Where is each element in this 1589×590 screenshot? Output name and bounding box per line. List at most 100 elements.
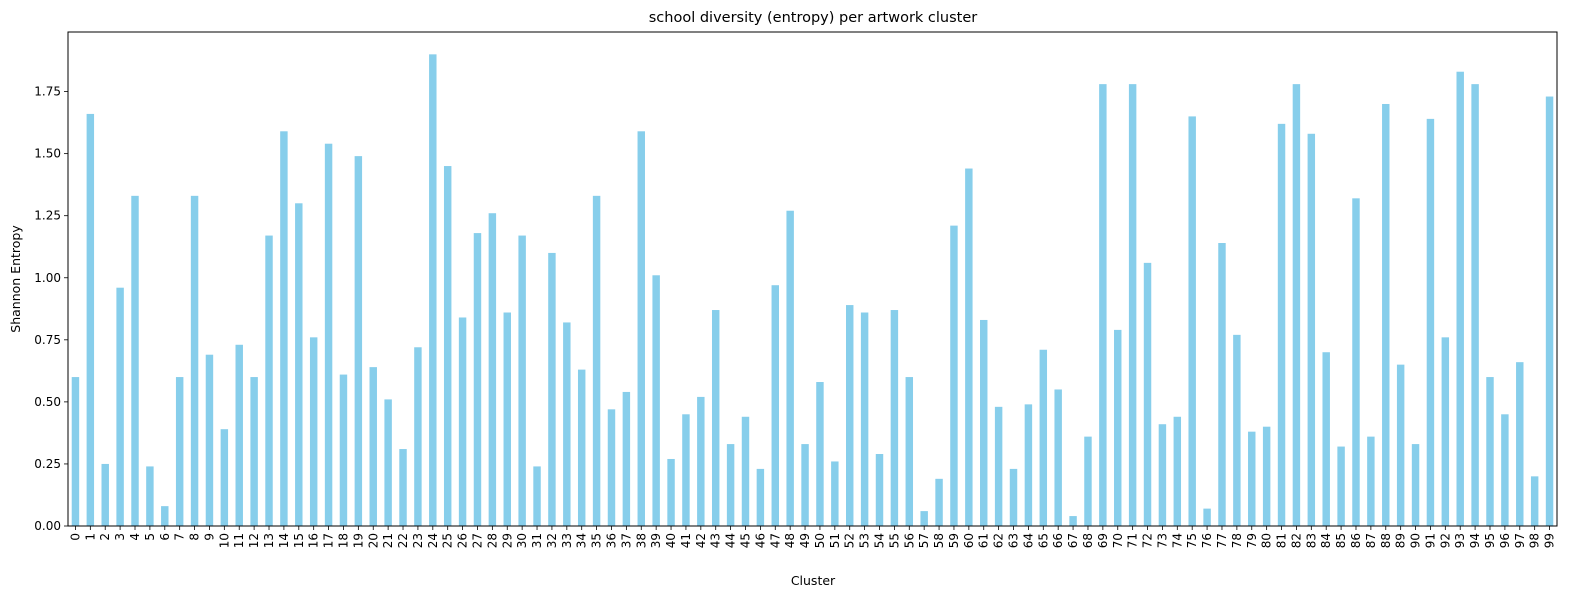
x-tick-label: 99 xyxy=(1543,533,1557,548)
y-tick-label: 1.25 xyxy=(34,209,61,223)
x-tick-label: 26 xyxy=(456,533,470,548)
x-tick-label: 83 xyxy=(1304,533,1318,548)
x-tick-label: 29 xyxy=(500,533,514,548)
bar-cluster-46 xyxy=(756,468,765,526)
bar-cluster-87 xyxy=(1367,436,1375,526)
x-tick-label: 20 xyxy=(366,533,380,548)
x-tick-label: 85 xyxy=(1334,533,1348,548)
x-tick-label: 19 xyxy=(351,533,365,548)
bar-cluster-24 xyxy=(429,54,437,527)
bar-cluster-91 xyxy=(1426,118,1435,526)
x-tick-label: 18 xyxy=(336,533,350,548)
x-tick-label: 7 xyxy=(173,533,187,541)
bar-cluster-17 xyxy=(324,143,333,526)
x-tick-label: 42 xyxy=(694,533,708,548)
bar-cluster-99 xyxy=(1545,96,1554,526)
x-tick-label: 2 xyxy=(98,533,112,541)
x-tick-label: 27 xyxy=(470,533,484,548)
y-tick-label: 1.75 xyxy=(34,85,61,99)
bar-cluster-63 xyxy=(1009,468,1018,526)
bar-cluster-67 xyxy=(1069,516,1077,526)
bar-cluster-22 xyxy=(399,449,407,526)
x-tick-label: 17 xyxy=(322,533,336,548)
bar-cluster-16 xyxy=(309,337,318,526)
bar-cluster-74 xyxy=(1173,416,1182,526)
bar-cluster-18 xyxy=(339,374,348,526)
x-tick-label: 64 xyxy=(1021,533,1035,548)
x-tick-label: 98 xyxy=(1528,533,1542,548)
y-tick-label: 0.25 xyxy=(34,457,61,471)
x-tick-label: 48 xyxy=(783,533,797,548)
bar-cluster-48 xyxy=(786,210,794,527)
bar-cluster-7 xyxy=(175,377,184,526)
x-tick-label: 30 xyxy=(515,533,529,548)
bar-cluster-43 xyxy=(711,310,720,526)
x-tick-label: 62 xyxy=(992,533,1006,548)
x-tick-label: 47 xyxy=(768,533,782,548)
bar-cluster-77 xyxy=(1218,243,1226,526)
bars-layer xyxy=(71,54,1554,527)
x-tick-label: 34 xyxy=(575,533,589,548)
bar-cluster-6 xyxy=(161,506,169,526)
x-tick-label: 36 xyxy=(604,533,618,548)
x-tick-label: 93 xyxy=(1453,533,1467,548)
bar-cluster-71 xyxy=(1128,84,1137,526)
x-tick-label: 71 xyxy=(1126,533,1140,548)
x-tick-label: 6 xyxy=(158,533,172,541)
x-tick-label: 66 xyxy=(1051,533,1065,548)
x-tick-label: 9 xyxy=(202,533,216,541)
x-tick-label: 41 xyxy=(679,533,693,548)
bar-cluster-9 xyxy=(205,354,214,526)
bar-cluster-38 xyxy=(637,131,645,527)
bar-cluster-32 xyxy=(548,252,556,526)
x-tick-label: 45 xyxy=(739,533,753,548)
bar-cluster-65 xyxy=(1039,349,1048,526)
bar-cluster-35 xyxy=(592,195,601,526)
plot-frame xyxy=(67,31,1558,527)
bar-cluster-45 xyxy=(741,416,750,526)
bar-cluster-36 xyxy=(607,409,616,526)
bar-cluster-86 xyxy=(1352,198,1360,526)
x-tick-label: 96 xyxy=(1498,533,1512,548)
x-tick-label: 8 xyxy=(188,533,202,541)
x-tick-label: 5 xyxy=(143,533,157,541)
x-tick-label: 89 xyxy=(1394,533,1408,548)
bar-cluster-14 xyxy=(280,131,288,527)
bar-cluster-19 xyxy=(354,156,363,526)
bar-cluster-33 xyxy=(563,322,571,526)
y-tick-label: 0.00 xyxy=(34,519,61,533)
x-tick-label: 92 xyxy=(1438,533,1452,548)
x-tick-label: 69 xyxy=(1096,533,1110,548)
x-tick-label: 21 xyxy=(381,533,395,548)
x-tick-label: 32 xyxy=(545,533,559,548)
x-tick-label: 37 xyxy=(619,533,633,548)
bar-cluster-15 xyxy=(295,203,303,527)
bar-cluster-58 xyxy=(935,478,943,526)
x-tick-label: 24 xyxy=(426,533,440,548)
bar-cluster-53 xyxy=(860,312,869,526)
x-tick-label: 84 xyxy=(1319,533,1333,548)
bar-cluster-28 xyxy=(488,213,497,526)
bar-cluster-97 xyxy=(1516,362,1524,526)
x-tick-label: 57 xyxy=(917,533,931,548)
x-tick-label: 74 xyxy=(1170,533,1184,548)
bar-cluster-95 xyxy=(1486,377,1494,526)
x-tick-label: 76 xyxy=(1200,533,1214,548)
y-tick-label: 0.75 xyxy=(34,333,61,347)
bar-cluster-11 xyxy=(235,344,243,526)
x-tick-label: 12 xyxy=(247,533,261,548)
bar-cluster-81 xyxy=(1277,123,1286,526)
bar-cluster-25 xyxy=(443,166,452,527)
bar-cluster-31 xyxy=(533,466,541,526)
x-tick-label: 58 xyxy=(932,533,946,548)
x-axis-label: Cluster xyxy=(791,573,836,588)
bar-cluster-89 xyxy=(1396,364,1405,526)
x-tick-label: 68 xyxy=(1081,533,1095,548)
bar-cluster-83 xyxy=(1307,133,1316,526)
bar-cluster-12 xyxy=(250,377,258,526)
bar-cluster-61 xyxy=(980,319,988,526)
x-tick-label: 54 xyxy=(873,533,887,548)
y-axis-label: Shannon Entropy xyxy=(8,225,23,333)
x-tick-label: 50 xyxy=(813,533,827,548)
bar-cluster-49 xyxy=(801,444,809,526)
